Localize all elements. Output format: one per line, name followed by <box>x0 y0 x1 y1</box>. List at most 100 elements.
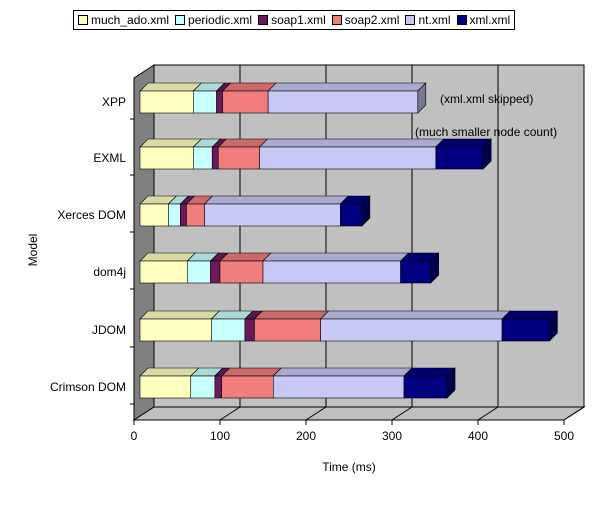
bar-side-xml.xml <box>430 252 439 284</box>
bar-periodic.xml <box>190 375 216 399</box>
y-tick-label: XPP <box>102 95 126 109</box>
x-tick-label: 400 <box>468 429 488 443</box>
bar-top-soap2.xml <box>220 367 283 377</box>
legend-swatch <box>175 15 186 25</box>
bar-top-soap2.xml <box>217 138 269 148</box>
bar-top-much_ado.xml <box>139 252 197 262</box>
bar-top-much_ado.xml <box>139 82 203 92</box>
legend-label: xml.xml <box>469 13 511 27</box>
bar-side-xml.xml <box>482 138 492 170</box>
bar-top-soap2.xml <box>253 310 330 320</box>
legend-label: soap1.xml <box>271 13 326 27</box>
legend-label: much_ado.xml <box>91 13 170 27</box>
bar-top-xml.xml <box>403 367 456 377</box>
y-tick-label: dom4j <box>93 265 126 279</box>
x-tick-label: 200 <box>296 429 316 443</box>
gridline-floor <box>219 406 241 421</box>
bar-side-nt.xml <box>417 82 427 114</box>
bar-much_ado.xml <box>139 375 192 399</box>
bar-top-nt.xml <box>262 252 410 262</box>
bar-soap2.xml <box>217 146 260 170</box>
chart-legend: much_ado.xml periodic.xml soap1.xml soap2.x… <box>73 10 516 30</box>
y-tick-label: EXML <box>93 151 126 165</box>
y-axis-title: Model <box>26 234 40 267</box>
legend-swatch <box>258 15 269 25</box>
bar-nt.xml <box>262 260 401 284</box>
back-wall <box>153 64 585 408</box>
bar-nt.xml <box>259 146 437 170</box>
bar-top-soap2.xml <box>221 82 277 92</box>
bar-xml.xml <box>435 146 484 170</box>
bar-top-much_ado.xml <box>139 138 203 148</box>
legend-item: periodic.xml <box>175 13 252 27</box>
bar-top-xml.xml <box>435 138 492 148</box>
bar-top-nt.xml <box>203 195 350 205</box>
gridline-floor <box>391 406 413 421</box>
bar-top-nt.xml <box>267 82 427 92</box>
bar-top-xml.xml <box>501 310 559 320</box>
bar-top-nt.xml <box>272 367 413 377</box>
bar-xml.xml <box>403 375 448 399</box>
bar-xml.xml <box>340 203 363 227</box>
gridline-floor <box>305 406 327 421</box>
legend-swatch <box>456 15 467 25</box>
bar-side-xml.xml <box>361 195 371 227</box>
bar-top-much_ado.xml <box>139 367 200 377</box>
bar-periodic.xml <box>187 260 211 284</box>
legend-item: soap2.xml <box>331 13 400 27</box>
bar-side-xml.xml <box>549 310 558 342</box>
legend-item: much_ado.xml <box>78 13 169 27</box>
bar-soap2.xml <box>222 90 269 114</box>
bar-xml.xml <box>400 260 431 284</box>
bar-top-nt.xml <box>319 310 511 320</box>
x-tick-label: 500 <box>554 429 574 443</box>
bar-xml.xml <box>501 318 550 342</box>
bar-much_ado.xml <box>139 90 194 114</box>
bar-soap1.xml <box>244 318 255 342</box>
bar-much_ado.xml <box>139 203 169 227</box>
bar-soap2.xml <box>219 260 264 284</box>
bar-soap2.xml <box>254 318 321 342</box>
bar-soap2.xml <box>186 203 205 227</box>
legend-item: soap1.xml <box>258 13 326 27</box>
y-tick-label: Crimson DOM <box>50 380 126 394</box>
bar-periodic.xml <box>193 90 217 114</box>
legend-swatch <box>78 15 88 25</box>
bar-nt.xml <box>204 203 341 227</box>
bar-nt.xml <box>267 90 419 114</box>
gridline-floor <box>563 406 585 421</box>
x-tick-label: 100 <box>210 429 230 443</box>
annotation: (xml.xml skipped) <box>440 92 533 106</box>
bar-much_ado.xml <box>139 260 188 284</box>
x-axis-title: Time (ms) <box>322 460 376 474</box>
bar-soap1.xml <box>210 260 221 284</box>
bar-soap1.xml <box>214 375 223 399</box>
bar-soap1.xml <box>216 90 223 114</box>
bar-soap1.xml <box>180 203 187 227</box>
bar-nt.xml <box>272 375 405 399</box>
y-tick-label: JDOM <box>92 323 126 337</box>
legend-label: periodic.xml <box>188 13 253 27</box>
annotation: (much smaller node count) <box>415 125 557 139</box>
bar-side-xml.xml <box>446 367 456 399</box>
legend-swatch <box>331 15 342 25</box>
bar-periodic.xml <box>211 318 246 342</box>
x-tick-label: 300 <box>382 429 402 443</box>
legend-item: nt.xml <box>405 13 451 27</box>
legend-label: soap2.xml <box>344 13 400 27</box>
bar-soap1.xml <box>211 146 219 170</box>
bar-periodic.xml <box>193 146 213 170</box>
legend-label: nt.xml <box>418 13 451 27</box>
floor <box>132 406 586 421</box>
bar-nt.xml <box>320 318 503 342</box>
bar-top-nt.xml <box>258 138 445 148</box>
y-tick-label: Xerces DOM <box>57 208 126 222</box>
gridline-floor <box>477 406 499 421</box>
legend-swatch <box>405 15 416 25</box>
bar-top-much_ado.xml <box>139 310 221 320</box>
side-wall <box>133 64 155 421</box>
bar-much_ado.xml <box>139 318 212 342</box>
bar-soap2.xml <box>221 375 274 399</box>
bar-periodic.xml <box>168 203 181 227</box>
